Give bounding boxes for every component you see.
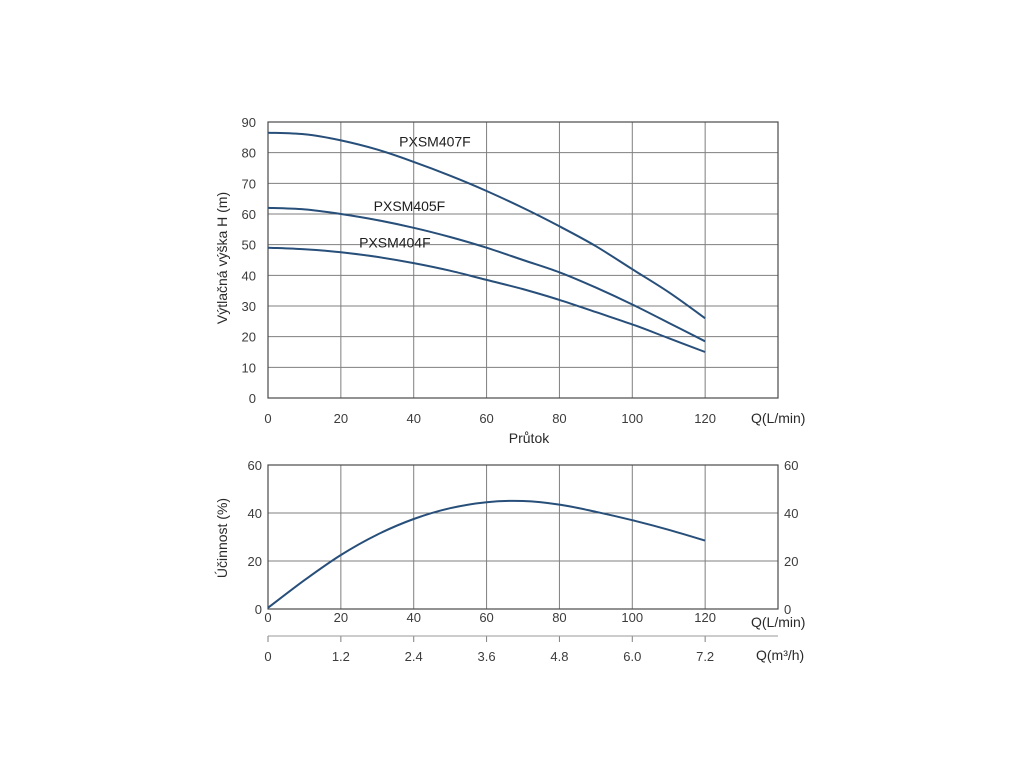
eff-x2-tick: 6.0 — [623, 649, 641, 664]
head-y-tick: 30 — [242, 299, 256, 314]
head-x-tick: 120 — [694, 411, 716, 426]
series-label-PXSM405F: PXSM405F — [374, 198, 446, 214]
eff-y-tick: 40 — [248, 506, 262, 521]
head-y-tick: 80 — [242, 146, 256, 161]
eff-y-tick: 60 — [248, 458, 262, 473]
head-y-tick: 70 — [242, 176, 256, 191]
eff-y-right-tick: 60 — [784, 458, 798, 473]
series-label-PXSM407F: PXSM407F — [399, 134, 471, 150]
eff-x-tick: 80 — [552, 610, 566, 625]
efficiency-flow-chart: 0 20 40 60 0 20 40 60 0 20 40 60 80 100 120 0 1.2 2.4 3.6 4… — [214, 458, 805, 664]
eff-x-tick: 40 — [406, 610, 420, 625]
eff-y-right-tick: 0 — [784, 602, 791, 617]
head-y-tick: 20 — [242, 330, 256, 345]
efficiency-x2-unit-label: Q(m³/h) — [756, 647, 804, 663]
eff-y-right-tick: 20 — [784, 554, 798, 569]
head-x-tick: 40 — [406, 411, 420, 426]
eff-x2-tick: 3.6 — [478, 649, 496, 664]
efficiency-x-unit-label: Q(L/min) — [751, 614, 805, 630]
eff-x-tick: 120 — [694, 610, 716, 625]
series-line-PXSM405F — [267, 206, 706, 343]
eff-x2-tick: 7.2 — [696, 649, 714, 664]
head-y-tick: 40 — [242, 268, 256, 283]
eff-x-tick: 20 — [334, 610, 348, 625]
head-chart-grid — [268, 122, 779, 398]
efficiency-series-line — [267, 499, 706, 609]
head-y-tick: 50 — [242, 238, 256, 253]
series-line-PXSM404F — [267, 246, 706, 353]
eff-x2-tick: 2.4 — [405, 649, 423, 664]
efficiency-chart-grid — [268, 465, 778, 609]
eff-y-tick: 20 — [248, 554, 262, 569]
efficiency-chart-curves — [267, 499, 706, 609]
head-y-tick: 60 — [242, 207, 256, 222]
head-y-tick: 0 — [249, 391, 256, 406]
head-x-tick: 60 — [479, 411, 493, 426]
head-x-axis-label: Průtok — [509, 430, 550, 446]
head-y-tick: 90 — [242, 115, 256, 130]
eff-y-tick: 0 — [255, 602, 262, 617]
head-x-unit-label: Q(L/min) — [751, 410, 805, 426]
series-line-PXSM407F — [267, 131, 706, 320]
eff-x2-tick: 1.2 — [332, 649, 350, 664]
head-y-axis-label: Výtlačná výška H (m) — [214, 192, 230, 324]
head-chart-ticks: 0 20 40 60 80 100 120 0 10 20 30 40 50 60 70 80 90 — [242, 115, 716, 426]
efficiency-chart-ticks: 0 20 40 60 0 20 40 60 0 20 40 60 80 100 120 0 1.2 2.4 3.6 4… — [248, 458, 799, 664]
head-y-tick: 10 — [242, 360, 256, 375]
head-x-tick: 100 — [621, 411, 643, 426]
head-x-tick: 0 — [264, 411, 271, 426]
efficiency-chart-frame — [267, 464, 779, 610]
head-x-tick: 20 — [334, 411, 348, 426]
efficiency-y-axis-label: Účinnost (%) — [214, 498, 230, 578]
eff-x-tick: 60 — [479, 610, 493, 625]
eff-x-tick: 0 — [264, 610, 271, 625]
eff-x2-tick: 0 — [264, 649, 271, 664]
eff-x2-tick: 4.8 — [550, 649, 568, 664]
head-chart-frame — [267, 121, 779, 399]
eff-y-right-tick: 40 — [784, 506, 798, 521]
head-x-tick: 80 — [552, 411, 566, 426]
series-label-PXSM404F: PXSM404F — [359, 235, 431, 251]
head-chart-curves: PXSM407F PXSM405F PXSM404F — [267, 131, 706, 353]
eff-x-tick: 100 — [621, 610, 643, 625]
